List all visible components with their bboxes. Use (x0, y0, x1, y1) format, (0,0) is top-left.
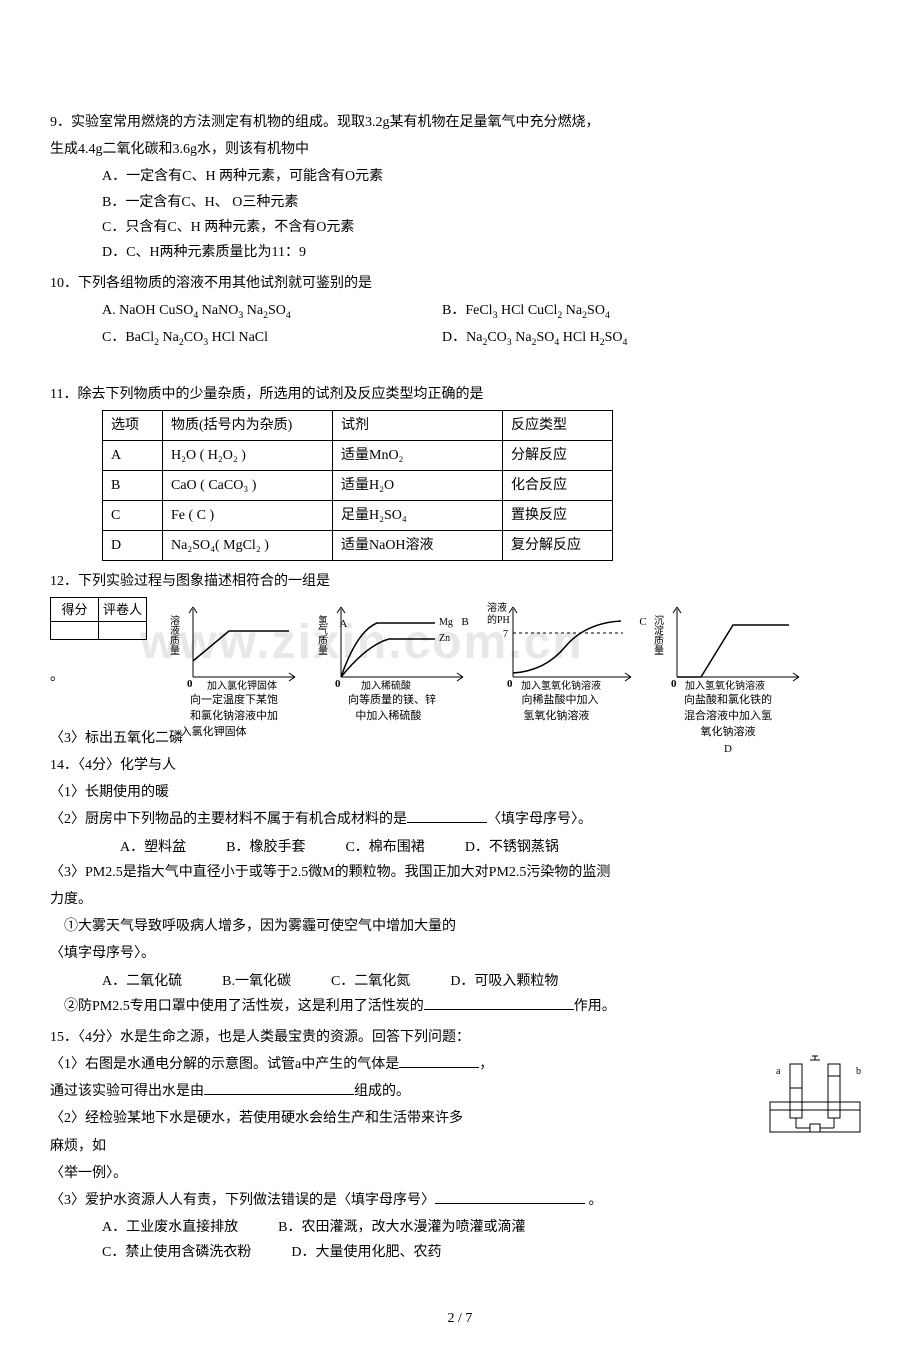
q15-p2b: 麻烦，如 (50, 1134, 870, 1159)
q14-stem: 14．〈4分〉化学与人 (50, 753, 870, 778)
svg-text:的PH: 的PH (487, 613, 510, 626)
q15-p3a: 〈3〉爱护水资源人人有责，下列做法错误的是〈填字母序号〉 。 (50, 1188, 870, 1213)
svg-text:Mg: Mg (439, 617, 453, 628)
table-row: C Fe ( C ) 足量H₂SO₄ 置换反应 (103, 501, 613, 531)
svg-text:加入氢氧化钠溶液: 加入氢氧化钠溶液 (521, 679, 601, 691)
chart-c-svg: 溶液 的PH 0 7 加入氢氧化钠溶液 (485, 601, 635, 691)
question-9: 9．实验室常用燃烧的方法测定有机物的组成。现取3.2g某有机物在足量氧气中充分燃… (50, 110, 870, 265)
q11-th-type: 反应类型 (503, 410, 613, 440)
q10-stem: 10．下列各组物质的溶液不用其他试剂就可鉴别的是 (50, 271, 870, 296)
chart-b-svg: 氢气质量 0 Mg Zn 加入稀硫酸 (317, 601, 467, 691)
page-number: 2 / 7 (50, 1306, 870, 1331)
q9-option-a: A．一定含有C、H 两种元素，可能含有O元素 (50, 164, 870, 189)
chart-d: 沉淀质量 0 加入氢氧化钠溶液 向盐酸和氯化铁的 混合溶液中加入氢 氧化钠溶液 … (653, 601, 803, 756)
q14-p3e: ②防PM2.5专用口罩中使用了活性炭，这是利用了活性炭的作用。 (50, 994, 870, 1019)
q9-stem-2: 生成4.4g二氧化碳和3.6g水，则该有机物中 (50, 137, 870, 162)
q14-p3a: 〈3〉PM2.5是指大气中直径小于或等于2.5微M的颗粒物。我国正加大对PM2.… (50, 860, 870, 885)
q15-p3-options-row2: C．禁止使用含磷洗衣粉 D．大量使用化肥、农药 (50, 1240, 870, 1265)
scorebox-h2: 评卷人 (99, 597, 147, 621)
q10-option-c: C．BaCl2 Na2CO3 HCl NaCl (102, 325, 442, 351)
q9-option-c: C．只含有C、H 两种元素，不含有O元素 (50, 215, 870, 240)
svg-text:0: 0 (507, 678, 513, 690)
q9-option-d: D．C、H两种元素质量比为11：9 (50, 240, 870, 265)
electrolysis-diagram: a b (760, 1052, 870, 1151)
svg-text:溶液质量: 溶液质量 (169, 613, 180, 654)
q14-p2-options: A．塑料盆 B．橡胶手套 C．棉布围裙 D．不锈钢蒸锅 (50, 835, 870, 860)
q15-stem: 15．〈4分〉水是生命之源，也是人类最宝贵的资源。回答下列问题： (50, 1025, 870, 1050)
scorebox-cell (99, 622, 147, 640)
page-content: 9．实验室常用燃烧的方法测定有机物的组成。现取3.2g某有机物在足量氧气中充分燃… (50, 110, 870, 1331)
charts-row: 溶液质量 0 加入氯化钾固体 向一定温度下某饱 和氯化钠溶液中加 入氯化钾固体 … (169, 601, 803, 756)
q15-p1c: 通过该实验可得出水是由组成的。 (50, 1079, 870, 1104)
q15-p2c: 〈举一例〉。 (50, 1161, 870, 1186)
q14-p3-options: A．二氧化硫 B.一氧化碳 C．二氧化氮 D．可吸入颗粒物 (50, 969, 870, 994)
svg-text:氢气质量: 氢气质量 (317, 613, 328, 654)
svg-text:0: 0 (187, 678, 193, 690)
q14-p1: 〈1〉长期使用的暖 (50, 780, 870, 805)
svg-text:沉淀质量: 沉淀质量 (653, 613, 664, 654)
scorebox-cell (51, 622, 99, 640)
q12-stem: 12．下列实验过程与图象描述相符合的一组是 (50, 569, 870, 594)
chart-d-svg: 沉淀质量 0 加入氢氧化钠溶液 (653, 601, 803, 691)
q15-p1a: 〈1〉右图是水通电分解的示意图。试管a中产生的气体是， (50, 1052, 870, 1077)
svg-text:a: a (776, 1066, 781, 1077)
svg-text:Zn: Zn (439, 633, 450, 644)
table-row: A H₂O ( H₂O₂ ) 适量MnO₂ 分解反应 (103, 440, 613, 470)
q14-p3b: 力度。 (50, 887, 870, 912)
question-15: 15．〈4分〉水是生命之源，也是人类最宝贵的资源。回答下列问题： a b (50, 1025, 870, 1266)
q11-th-reagent: 试剂 (333, 410, 503, 440)
q14-p3c: ①大雾天气导致呼吸病人增多，因为雾霾可使空气中增加大量的 (50, 914, 870, 939)
q9-stem-1: 9．实验室常用燃烧的方法测定有机物的组成。现取3.2g某有机物在足量氧气中充分燃… (50, 110, 870, 135)
q15-p3-options-row1: A．工业废水直接排放 B．农田灌溉，改大水漫灌为喷灌或滴灌 (50, 1215, 870, 1240)
score-box: 得分评卷人 (50, 597, 147, 640)
svg-text:加入稀硫酸: 加入稀硫酸 (361, 679, 411, 691)
chart-c: 溶液 的PH 0 7 加入氢氧化钠溶液 向稀盐酸中加入 氢氧化钠溶液C (485, 601, 635, 724)
svg-text:b: b (856, 1066, 861, 1077)
scorebox-h1: 得分 (51, 597, 99, 621)
q10-option-a: A. NaOH CuSO4 NaNO3 Na2SO4 (102, 298, 442, 324)
chart-a: 溶液质量 0 加入氯化钾固体 向一定温度下某饱 和氯化钠溶液中加 入氯化钾固体 … (169, 601, 299, 740)
svg-text:0: 0 (335, 678, 341, 690)
question-10: 10．下列各组物质的溶液不用其他试剂就可鉴别的是 A. NaOH CuSO4 N… (50, 271, 870, 351)
svg-text:溶液: 溶液 (487, 601, 507, 614)
q9-option-b: B．一定含有C、H、 O三种元素 (50, 190, 870, 215)
svg-text:7: 7 (503, 629, 508, 640)
table-row: B CaO ( CaCO₃ ) 适量H₂O 化合反应 (103, 470, 613, 500)
q11-th-mat: 物质(括号内为杂质) (163, 410, 333, 440)
q10-option-b: B．FeCl3 HCl CuCl2 Na2SO4 (442, 298, 610, 324)
q11-stem: 11．除去下列物质中的少量杂质，所选用的试剂及反应类型均正确的是 (50, 382, 870, 407)
q14-p3d: 〈填字母序号〉。 (50, 941, 870, 966)
svg-text:加入氢氧化钠溶液: 加入氢氧化钠溶液 (685, 679, 765, 691)
q14-p2: 〈2〉厨房中下列物品的主要材料不属于有机合成材料的是〈填字母序号〉。 (50, 807, 870, 832)
q10-option-d: D．Na2CO3 Na2SO4 HCl H2SO4 (442, 325, 627, 351)
svg-text:0: 0 (671, 678, 677, 690)
q12-stray-dot: 。 (50, 664, 157, 689)
question-11: 11．除去下列物质中的少量杂质，所选用的试剂及反应类型均正确的是 选项 物质(括… (50, 382, 870, 561)
svg-text:加入氯化钾固体: 加入氯化钾固体 (207, 679, 277, 691)
chart-a-svg: 溶液质量 0 加入氯化钾固体 (169, 601, 299, 691)
q15-p2a: 〈2〉经检验某地下水是硬水，若使用硬水会给生产和生活带来许多 (50, 1106, 870, 1131)
question-14: 14．〈4分〉化学与人 〈1〉长期使用的暖 〈2〉厨房中下列物品的主要材料不属于… (50, 753, 870, 1019)
table-row: D Na₂SO₄( MgCl₂ ) 适量NaOH溶液 复分解反应 (103, 531, 613, 561)
q11-table: 选项 物质(括号内为杂质) 试剂 反应类型 A H₂O ( H₂O₂ ) 适量M… (102, 410, 613, 562)
q11-th-opt: 选项 (103, 410, 163, 440)
